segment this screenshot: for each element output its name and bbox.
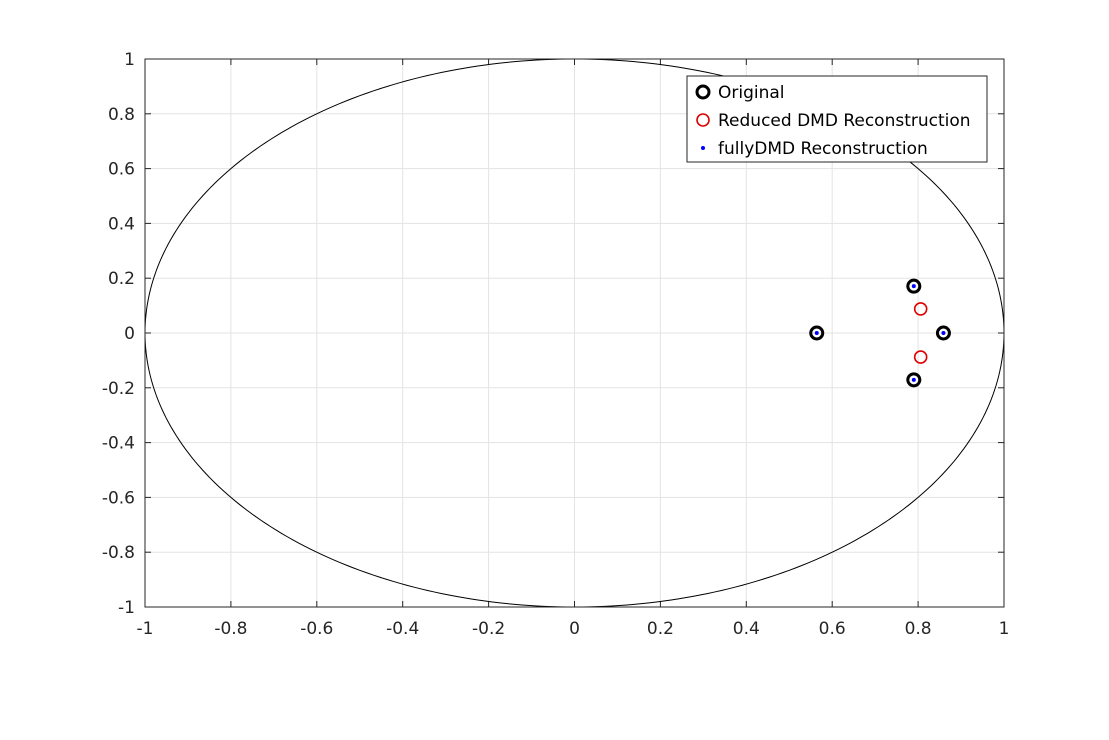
y-tick-labels: 1 0.8 0.6 0.4 0.2 0 -0.2 -0.4 -0.6 -0.8 -1 [102,50,135,618]
x-tick-label: 0.8 [905,619,932,639]
legend: Original Reduced DMD Reconstruction fullyD… [686,75,988,163]
y-tick-label: 0.8 [108,105,135,125]
y-tick-label: 0 [124,324,135,344]
legend-label-1: Reduced DMD Reconstruction [718,111,971,131]
y-tick-label: -0.8 [102,543,135,563]
x-tick-labels: -1 -0.8 -0.6 -0.4 -0.2 0 0.2 0.4 0.6 0.8 1 [137,619,1010,639]
x-tick-label: 0.4 [733,619,760,639]
series-2-point [814,331,819,335]
y-tick-label: -1 [118,598,135,618]
x-tick-label: 1 [999,619,1010,639]
series-1-point [913,350,928,364]
y-tick-label: 0.6 [108,160,135,180]
legend-marker-2 [701,146,705,150]
series-2-point [911,377,916,382]
y-tick-label: 0.4 [108,214,135,234]
series-0-point [906,372,922,388]
series-1-point [913,302,928,316]
x-tick-label: -0.6 [300,619,333,639]
x-tick-label: -0.8 [214,619,247,639]
x-tick-label: -1 [137,619,154,639]
legend-label-0: Original [718,83,785,103]
x-tick-label: -0.4 [386,619,419,639]
legend-marker-1 [696,113,710,127]
series-2-point [911,284,916,289]
axes-box [144,58,1005,608]
y-tick-label: -0.6 [102,488,135,508]
legend-box [686,75,988,163]
x-tick-label: 0 [569,619,580,639]
series-0-point [906,278,922,294]
legend-marker-0 [695,84,711,100]
series-2-point [941,331,946,335]
series-0-point [809,325,825,341]
y-tick-label: 1 [124,50,135,70]
y-tick-label: -0.2 [102,379,135,399]
series-0-point [935,325,951,341]
y-tick-label: 0.2 [108,269,135,289]
y-tick-label: -0.4 [102,434,135,454]
data-markers [809,278,951,388]
legend-label-2: fullyDMD Reconstruction [718,139,928,159]
x-tick-label: 0.6 [819,619,846,639]
x-tick-label: 0.2 [647,619,674,639]
x-tick-label: -0.2 [472,619,505,639]
legend-items: Original Reduced DMD Reconstruction fullyD… [695,83,971,159]
